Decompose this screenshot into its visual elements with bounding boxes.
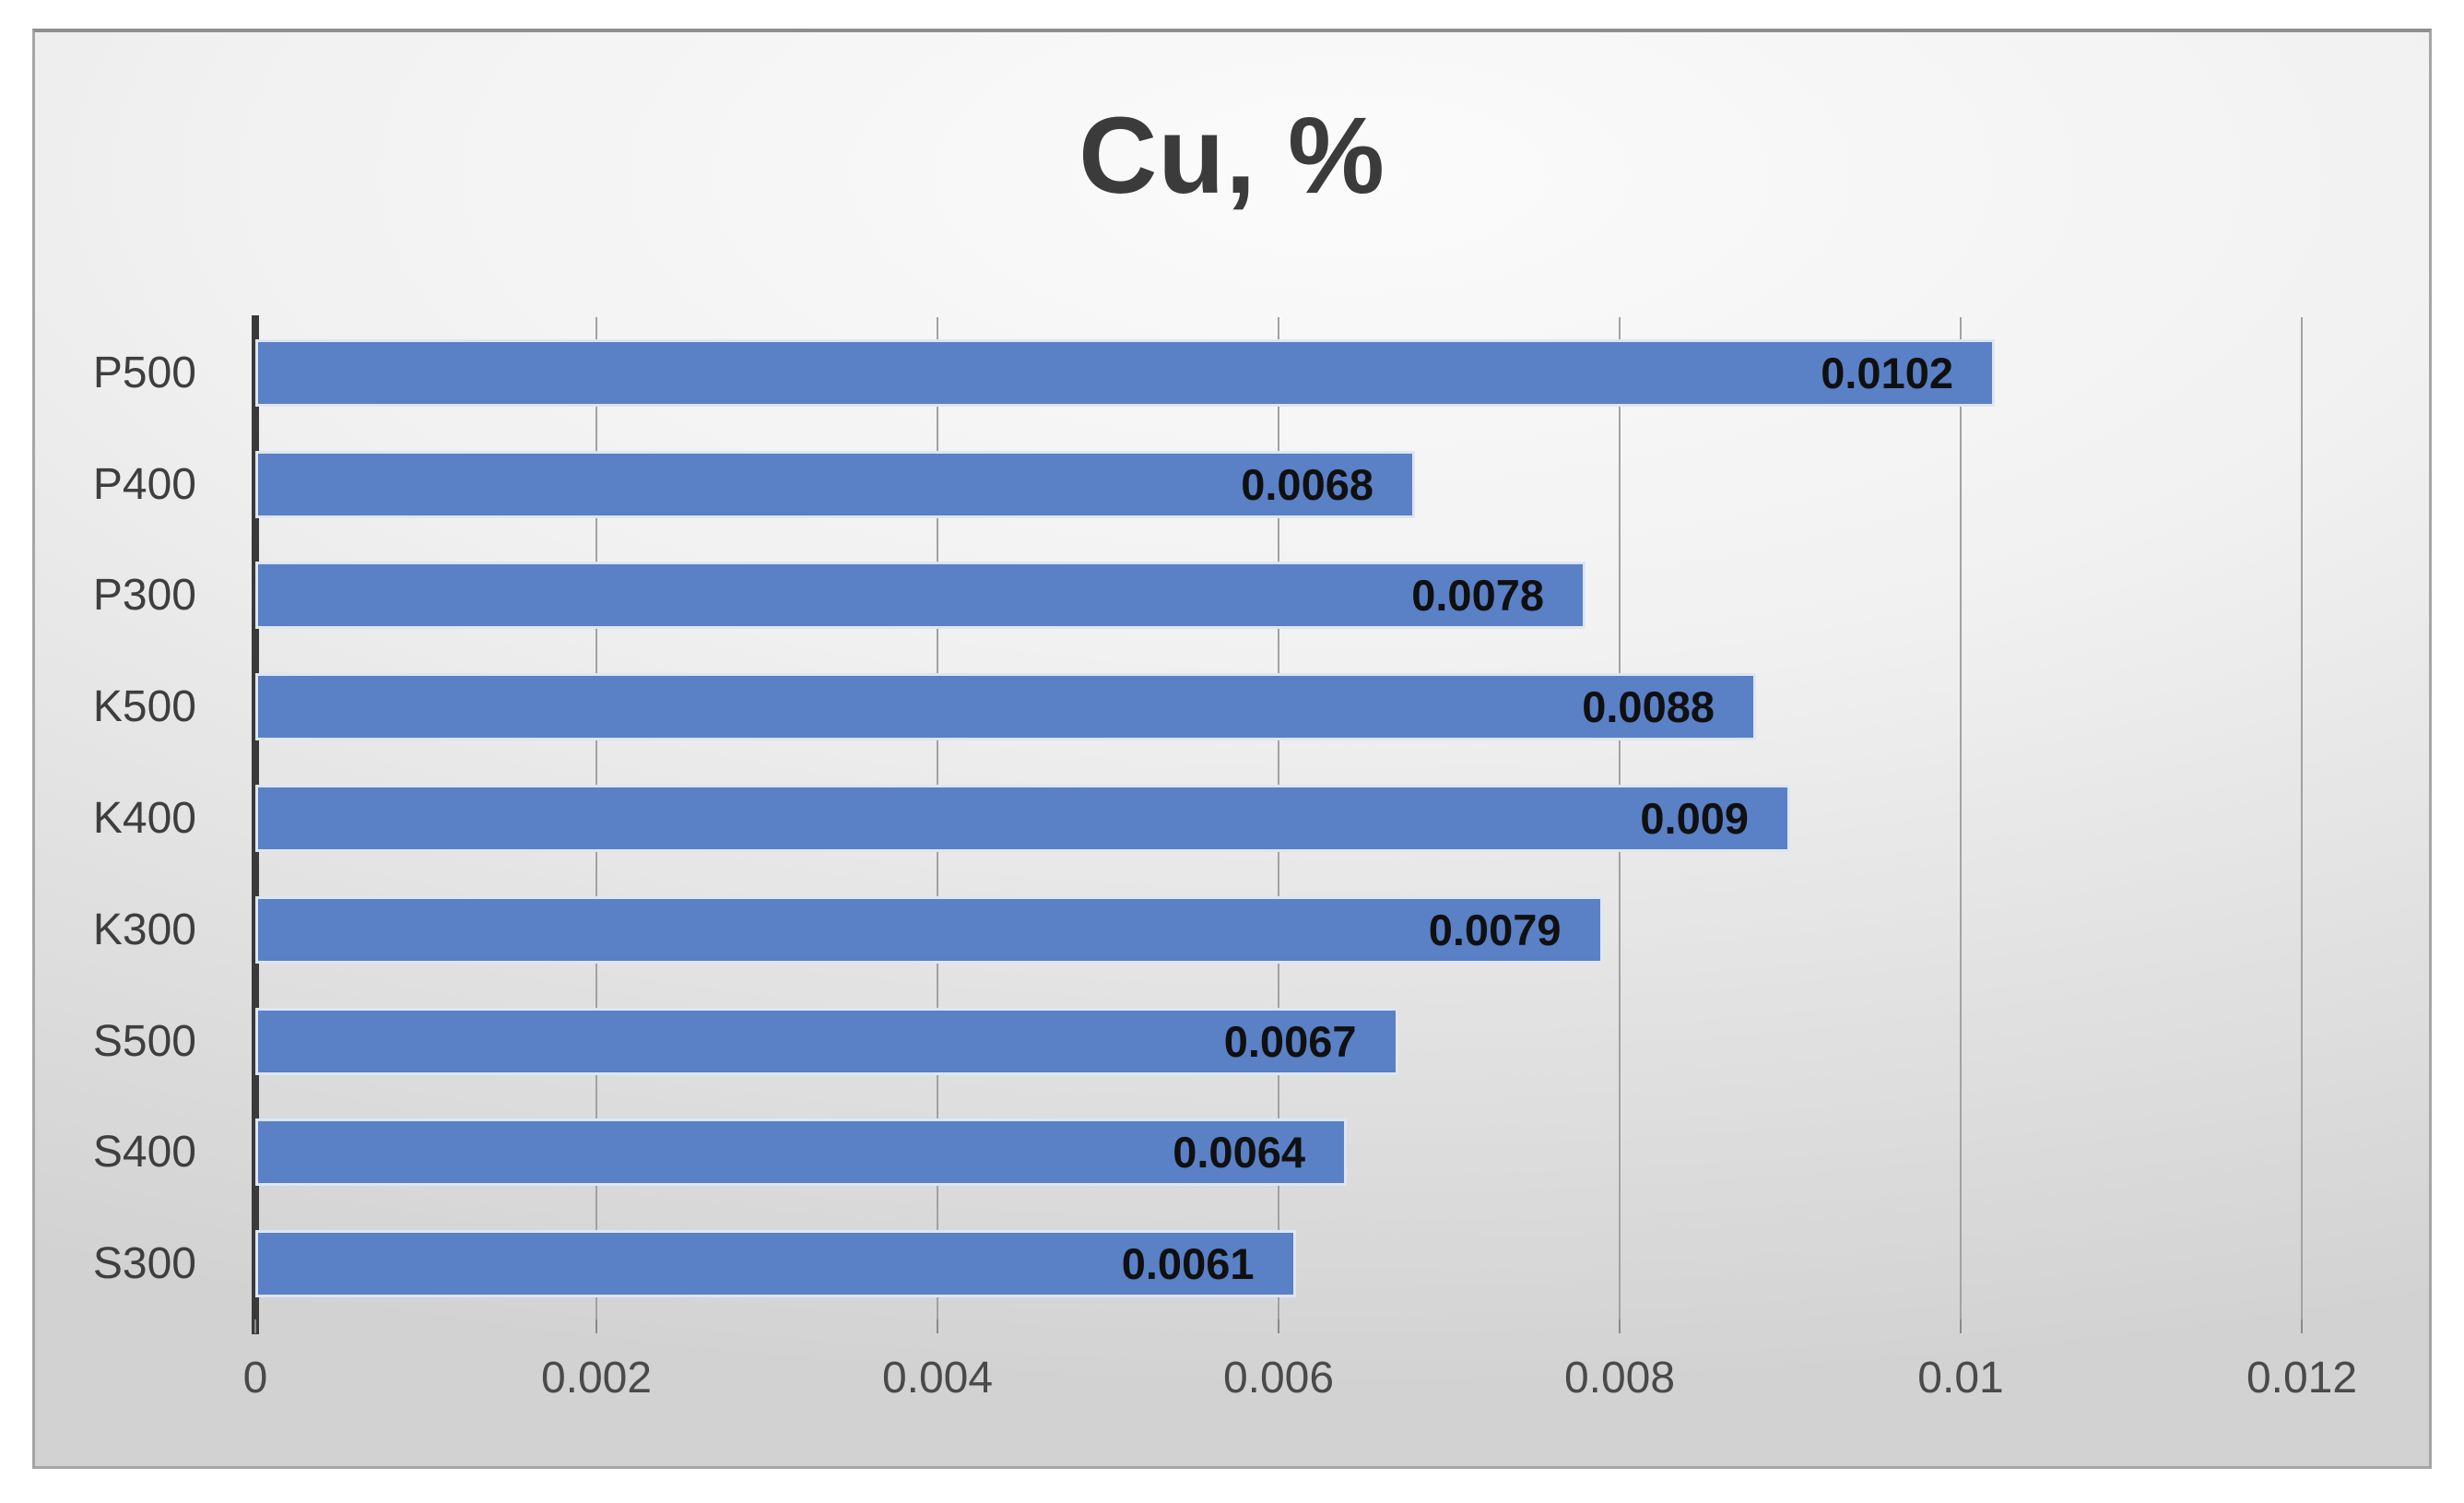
x-tick-label-0: 0 — [242, 1354, 268, 1402]
value-label-s500: 0.0067 — [1223, 1016, 1357, 1066]
x-tick-label-0.008: 0.008 — [1563, 1354, 1676, 1402]
bar-s500: 0.0067 — [255, 1007, 1398, 1075]
category-label-p300: P300 — [92, 571, 196, 621]
gridline-x-0.012 — [2301, 317, 2303, 1320]
bar-p300: 0.0078 — [255, 562, 1586, 630]
category-label-s400: S400 — [92, 1128, 196, 1178]
x-tick-label-0.004: 0.004 — [881, 1354, 994, 1402]
bar-s300: 0.0061 — [255, 1230, 1296, 1298]
category-label-p500: P500 — [92, 348, 196, 397]
category-label-p400: P400 — [92, 459, 196, 509]
bar-k500: 0.0088 — [255, 673, 1756, 741]
bar-k400: 0.009 — [255, 785, 1790, 852]
bar-p500: 0.0102 — [255, 338, 1995, 407]
x-tickmark-0.012 — [2301, 1320, 2303, 1333]
category-label-s500: S500 — [92, 1016, 196, 1066]
category-label-k300: K300 — [92, 905, 196, 954]
value-label-p300: 0.0078 — [1411, 571, 1544, 621]
value-label-p500: 0.0102 — [1821, 348, 1953, 397]
x-tick-label-0.012: 0.012 — [2246, 1354, 2358, 1402]
x-tickmark-0 — [254, 1320, 256, 1333]
x-tick-label-0.006: 0.006 — [1222, 1354, 1335, 1402]
x-tickmark-0.008 — [1619, 1320, 1621, 1333]
value-label-k300: 0.0079 — [1428, 905, 1562, 954]
chart-title: Cu, % — [1079, 95, 1385, 217]
x-tickmark-0.004 — [937, 1320, 938, 1333]
plot-area: 0 0.002 0.004 0.006 0.008 0.01 0.012 P500 0.0102… — [93, 315, 2360, 1402]
bar-p400: 0.0068 — [255, 450, 1415, 518]
value-label-s400: 0.0064 — [1173, 1128, 1305, 1178]
value-label-k400: 0.009 — [1640, 794, 1749, 843]
value-label-p400: 0.0068 — [1241, 459, 1373, 509]
x-tickmark-0.006 — [1278, 1320, 1279, 1333]
bar-s400: 0.0064 — [255, 1118, 1347, 1187]
gridline-x-0.01 — [1960, 317, 1962, 1320]
x-tickmark-0.01 — [1960, 1320, 1962, 1333]
bar-k300: 0.0079 — [255, 895, 1603, 964]
x-tick-label-0.002: 0.002 — [540, 1354, 653, 1402]
category-label-k400: K400 — [92, 793, 196, 843]
value-label-k500: 0.0088 — [1582, 682, 1715, 732]
x-tickmark-0.002 — [595, 1320, 597, 1333]
chart-panel: Cu, % 0 0.002 0.004 0.006 0.008 0.01 0.012 P500… — [32, 29, 2432, 1469]
category-label-k500: K500 — [92, 682, 196, 732]
x-tick-label-0.01: 0.01 — [1917, 1354, 2004, 1402]
value-label-s300: 0.0061 — [1121, 1239, 1255, 1289]
category-label-s300: S300 — [92, 1239, 196, 1289]
